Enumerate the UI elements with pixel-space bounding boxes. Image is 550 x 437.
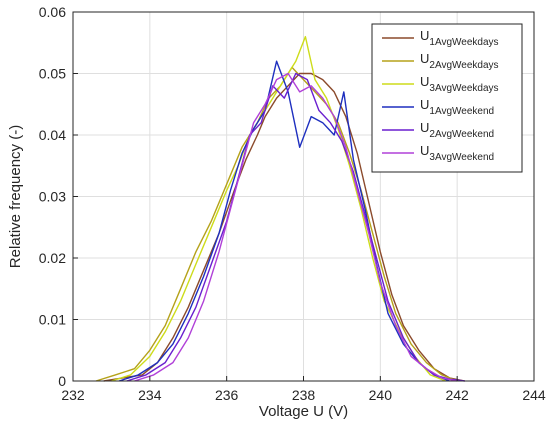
series-line-U3AvgWeekdays: [111, 35, 446, 382]
x-tick-label: 238: [292, 387, 316, 403]
legend-entry: U3AvgWeekdays: [382, 74, 499, 94]
x-axis-label: Voltage U (V): [259, 403, 348, 420]
legend-label: U1AvgWeekend: [420, 97, 494, 117]
y-tick-label: 0.02: [39, 250, 66, 266]
legend: U1AvgWeekdays U2AvgWeekdays U3AvgWeekdays U…: [371, 23, 523, 173]
axis-ticks: 232 234 236 238 240 242 244 0 0.01 0.02 0.03 0.04 0.…: [39, 4, 546, 403]
x-tick-label: 242: [445, 387, 469, 403]
legend-label: U2AvgWeekdays: [420, 51, 499, 71]
legend-entry: U2AvgWeekdays: [382, 51, 499, 71]
legend-label: U3AvgWeekend: [420, 143, 494, 163]
series-line-U3AvgWeekend: [134, 72, 458, 382]
x-tick-label: 244: [522, 387, 546, 403]
y-tick-label: 0.04: [39, 127, 66, 143]
y-tick-label: 0: [58, 373, 66, 389]
x-tick-label: 236: [215, 387, 239, 403]
series-line-U1AvgWeekend: [118, 60, 450, 382]
x-tick-label: 232: [61, 387, 85, 403]
y-tick-label: 0.06: [39, 4, 66, 20]
legend-box: [371, 23, 523, 173]
legend-entry: U3AvgWeekend: [382, 143, 494, 163]
legend-label: U3AvgWeekdays: [420, 74, 499, 94]
y-tick-label: 0.05: [39, 66, 66, 82]
y-axis-label: Relative frequency (-): [7, 125, 24, 268]
legend-entry: U1AvgWeekend: [382, 97, 494, 117]
legend-entry: U1AvgWeekdays: [382, 28, 499, 48]
legend-entry: U2AvgWeekend: [382, 120, 494, 140]
y-tick-label: 0.01: [39, 312, 66, 328]
series-lines: [95, 35, 465, 382]
series-line-U1AvgWeekdays: [103, 72, 465, 382]
legend-label: U1AvgWeekdays: [420, 28, 499, 48]
x-tick-label: 240: [369, 387, 393, 403]
series-line-U2AvgWeekend: [126, 72, 465, 382]
y-tick-label: 0.03: [39, 189, 66, 205]
legend-label: U2AvgWeekend: [420, 120, 494, 140]
x-tick-label: 234: [138, 387, 162, 403]
